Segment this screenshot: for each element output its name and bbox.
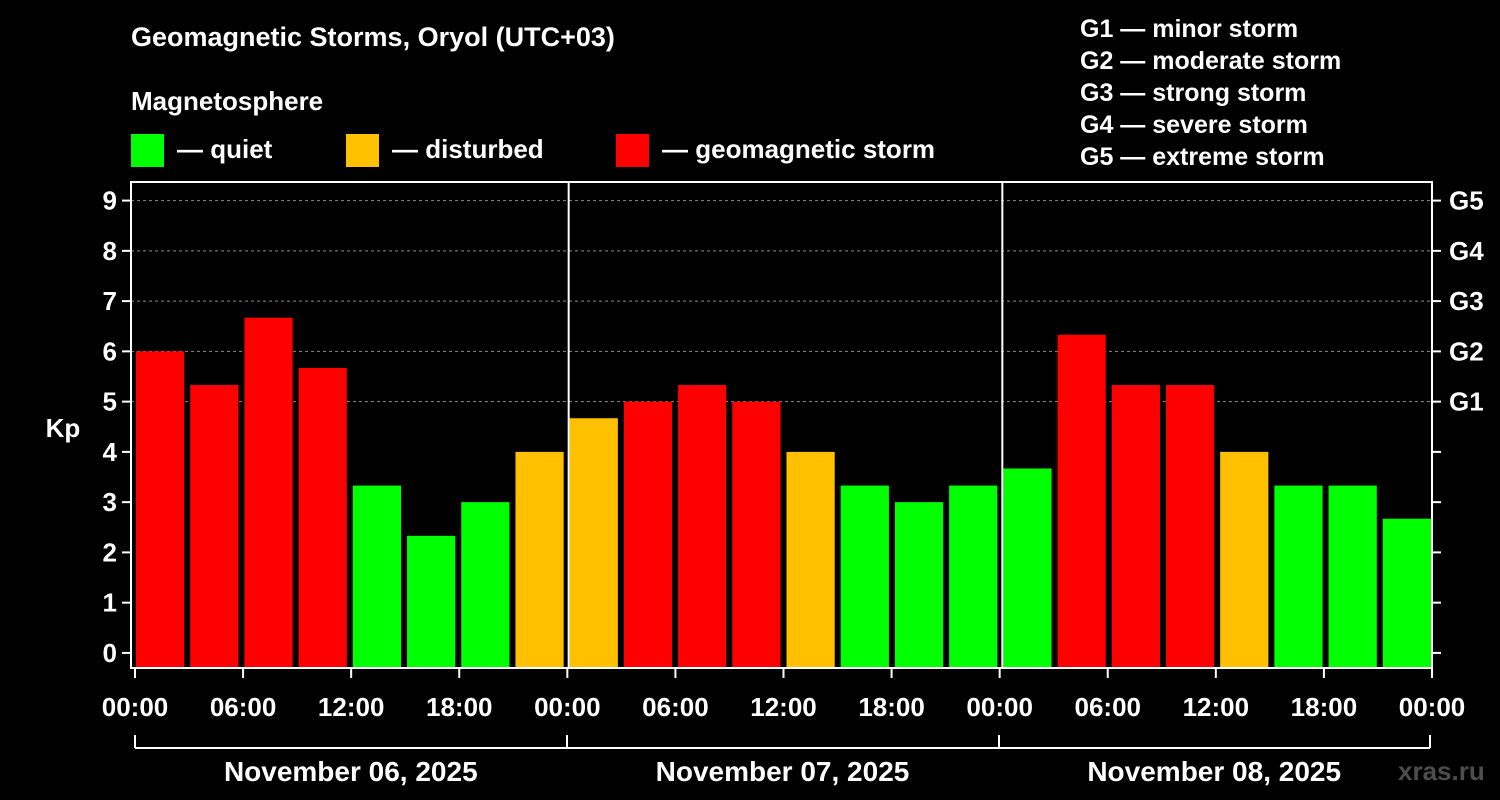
x-tick-label: 00:00 (966, 692, 1033, 722)
x-tick-label: 18:00 (858, 692, 925, 722)
x-tick-label: 00:00 (1399, 692, 1466, 722)
kp-bar (1274, 485, 1323, 668)
day-label: November 07, 2025 (656, 756, 910, 787)
storm-scale-g2: G2 — moderate storm (1080, 47, 1342, 75)
y-tick-label: 8 (103, 236, 117, 266)
legend-swatch-storm (616, 134, 649, 167)
kp-bar (190, 385, 239, 668)
storm-scale-g5: G5 — extreme storm (1080, 143, 1325, 171)
kp-bar (461, 502, 510, 668)
legend-label-disturbed: — disturbed (392, 134, 544, 164)
kp-bar (407, 535, 456, 668)
day-label: November 08, 2025 (1087, 756, 1341, 787)
kp-bar (1328, 485, 1377, 668)
kp-bar (569, 418, 618, 668)
x-tick-label: 06:00 (210, 692, 277, 722)
x-tick-label: 06:00 (1075, 692, 1142, 722)
kp-bar (298, 367, 347, 668)
right-tick-label: G3 (1449, 286, 1484, 316)
kp-bar (1220, 451, 1269, 668)
kp-bar (352, 485, 402, 668)
x-tick-label: 00:00 (102, 692, 169, 722)
kp-bar (1382, 518, 1431, 668)
storm-scale-g1: G1 — minor storm (1080, 15, 1299, 43)
kp-bar (623, 401, 673, 668)
storm-scale-g3: G3 — strong storm (1080, 79, 1307, 107)
kp-bar (840, 485, 889, 668)
x-tick-label: 12:00 (318, 692, 385, 722)
x-tick-label: 12:00 (1183, 692, 1250, 722)
x-tick-label: 06:00 (642, 692, 709, 722)
right-tick-label: G5 (1449, 186, 1484, 216)
legend-swatch-quiet (131, 134, 164, 167)
right-tick-label: G1 (1449, 387, 1484, 417)
kp-bar (1003, 468, 1052, 668)
y-tick-label: 1 (103, 588, 117, 618)
y-tick-label: 2 (103, 537, 117, 567)
kp-bar (1057, 334, 1106, 668)
kp-bar (949, 485, 998, 668)
kp-bar (1165, 385, 1215, 668)
plot-frame (130, 181, 1433, 669)
kp-bar (515, 451, 564, 668)
y-axis-label: Kp (46, 413, 81, 443)
kp-bar (786, 451, 835, 668)
legend-label-quiet: — quiet (177, 134, 273, 164)
x-tick-label: 12:00 (750, 692, 817, 722)
storm-scale-g4: G4 — severe storm (1080, 111, 1308, 139)
x-tick-label: 00:00 (534, 692, 601, 722)
y-tick-label: 4 (103, 437, 118, 467)
legend-label-storm: — geomagnetic storm (662, 134, 936, 164)
kp-bar (244, 317, 293, 668)
y-tick-label: 9 (103, 186, 117, 216)
y-tick-label: 5 (103, 387, 117, 417)
right-tick-label: G4 (1449, 236, 1484, 266)
x-tick-label: 18:00 (426, 692, 493, 722)
watermark: xras.ru (1398, 756, 1485, 786)
kp-bar (894, 502, 944, 668)
kp-bar (136, 351, 185, 668)
kp-bar (678, 385, 727, 668)
y-tick-label: 3 (103, 487, 117, 517)
y-tick-label: 6 (103, 336, 117, 366)
legend-heading: Magnetosphere (131, 86, 324, 116)
x-tick-label: 18:00 (1291, 692, 1358, 722)
legend-swatch-disturbed (346, 134, 379, 167)
day-label: November 06, 2025 (224, 756, 478, 787)
y-tick-label: 7 (103, 286, 117, 316)
kp-bar (732, 401, 781, 668)
right-tick-label: G2 (1449, 336, 1484, 366)
kp-bar (1111, 385, 1160, 668)
chart-title: Geomagnetic Storms, Oryol (UTC+03) (131, 22, 615, 52)
y-tick-label: 0 (103, 638, 117, 668)
